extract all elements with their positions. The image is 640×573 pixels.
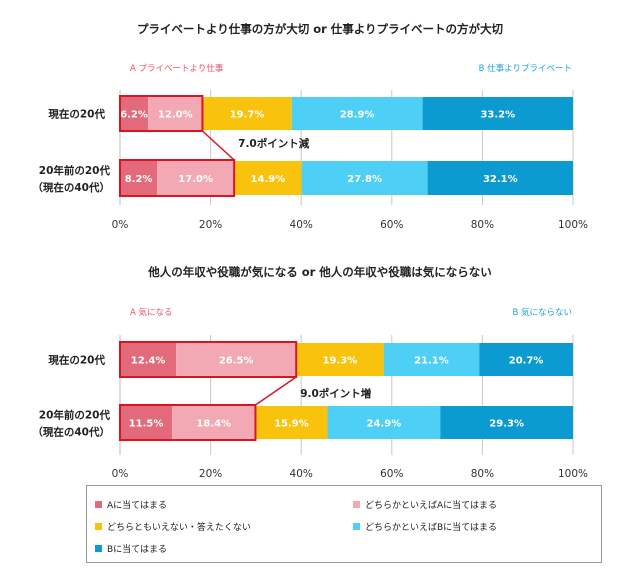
bar-segment [440,406,573,439]
annotation: 7.0ポイント減 [238,137,310,150]
category-label: 現在の20代 [48,108,105,121]
data-label: 14.9% [251,174,286,185]
bar-segment [422,97,573,130]
data-label: 6.2% [120,110,148,121]
legend-item: Aに当てはまる [95,498,167,511]
tick-label: 40% [290,219,313,231]
tick-label: 60% [380,468,403,480]
legend-swatch [353,501,360,508]
legend-label: どちらともいえない・答えたくない [107,523,251,533]
category-label: 20年前の20代 [39,164,111,177]
bar-segment [234,161,302,195]
data-label: 18.4% [196,419,231,430]
legend-item: Bに当てはまる [95,542,167,555]
tick-label: 100% [558,219,588,231]
connector-line [201,130,235,161]
category-label: （現在の40代） [32,181,110,194]
bar-segment [120,343,177,376]
tick-label: 60% [380,219,403,231]
bar-segment [202,97,292,130]
legend-swatch [95,523,102,530]
connector-line [255,376,297,406]
bar-segment [291,97,423,130]
bar-segment [172,406,256,439]
bar-segment [479,343,573,376]
bar-segment [148,97,203,130]
data-label: 33.2% [480,110,515,121]
annotation: 9.0ポイント増 [300,387,371,400]
side-a-label: A 気になる [130,307,173,318]
legend-swatch [95,545,102,552]
tick-label: 40% [290,468,313,480]
highlight-box [119,95,204,132]
data-label: 21.1% [414,356,449,367]
side-b-label: B 仕事よりプライベート [479,63,572,74]
bar-segment [120,161,158,195]
legend: Aに当てはまる どちらかといえばAに当てはまる どちらともいえない・答えたくない… [86,485,602,563]
tick-label: 80% [471,219,494,231]
data-label: 27.8% [347,174,382,185]
legend-swatch [353,523,360,530]
bar-segment [383,343,480,376]
data-label: 12.4% [131,356,166,367]
data-label: 19.7% [230,110,265,121]
tick-label: 80% [471,468,494,480]
data-label: 19.3% [323,356,358,367]
highlight-box [119,341,298,378]
highlight-box [119,404,257,441]
side-a-label: A プライベートより仕事 [130,63,224,74]
data-label: 8.2% [125,174,153,185]
data-label: 28.9% [340,110,375,121]
data-label: 20.7% [509,356,544,367]
legend-item: どちらかといえばBに当てはまる [353,520,497,533]
legend-label: どちらかといえばBに当てはまる [365,523,497,533]
tick-label: 20% [199,468,222,480]
tick-label: 100% [558,468,588,480]
bar-segment [120,97,149,130]
data-label: 11.5% [129,419,164,430]
legend-label: どちらかといえばAに当てはまる [365,501,497,511]
bar-segment [427,161,573,195]
data-label: 24.9% [367,419,402,430]
tick-label: 0% [112,468,129,480]
bar-segment [157,161,235,195]
tick-label: 0% [112,219,129,231]
chart-title: プライベートより仕事の方が大切 or 仕事よりプライベートの方が大切 [137,22,504,36]
legend-item: どちらかといえばAに当てはまる [353,498,497,511]
bar-segment [301,161,428,195]
legend-label: Aに当てはまる [107,501,167,511]
tick-label: 20% [199,219,222,231]
bar-segment [176,343,297,376]
bar-segment [255,406,328,439]
data-label: 32.1% [483,174,518,185]
highlight-box [119,159,236,197]
legend-item: どちらともいえない・答えたくない [95,520,251,533]
category-label: 現在の20代 [48,354,105,367]
data-label: 17.0% [178,174,213,185]
bar-segment [296,343,384,376]
category-label: （現在の40代） [32,426,110,439]
legend-label: Bに当てはまる [107,545,167,555]
side-b-label: B 気にならない [512,307,572,318]
data-label: 29.3% [489,419,524,430]
data-label: 26.5% [219,356,254,367]
bar-segment [120,406,173,439]
legend-swatch [95,501,102,508]
data-label: 12.0% [158,110,193,121]
bar-segment [327,406,441,439]
chart-title: 他人の年収や役職が気になる or 他人の年収や役職は気にならない [147,265,492,279]
data-label: 15.9% [274,419,309,430]
category-label: 20年前の20代 [39,409,111,422]
